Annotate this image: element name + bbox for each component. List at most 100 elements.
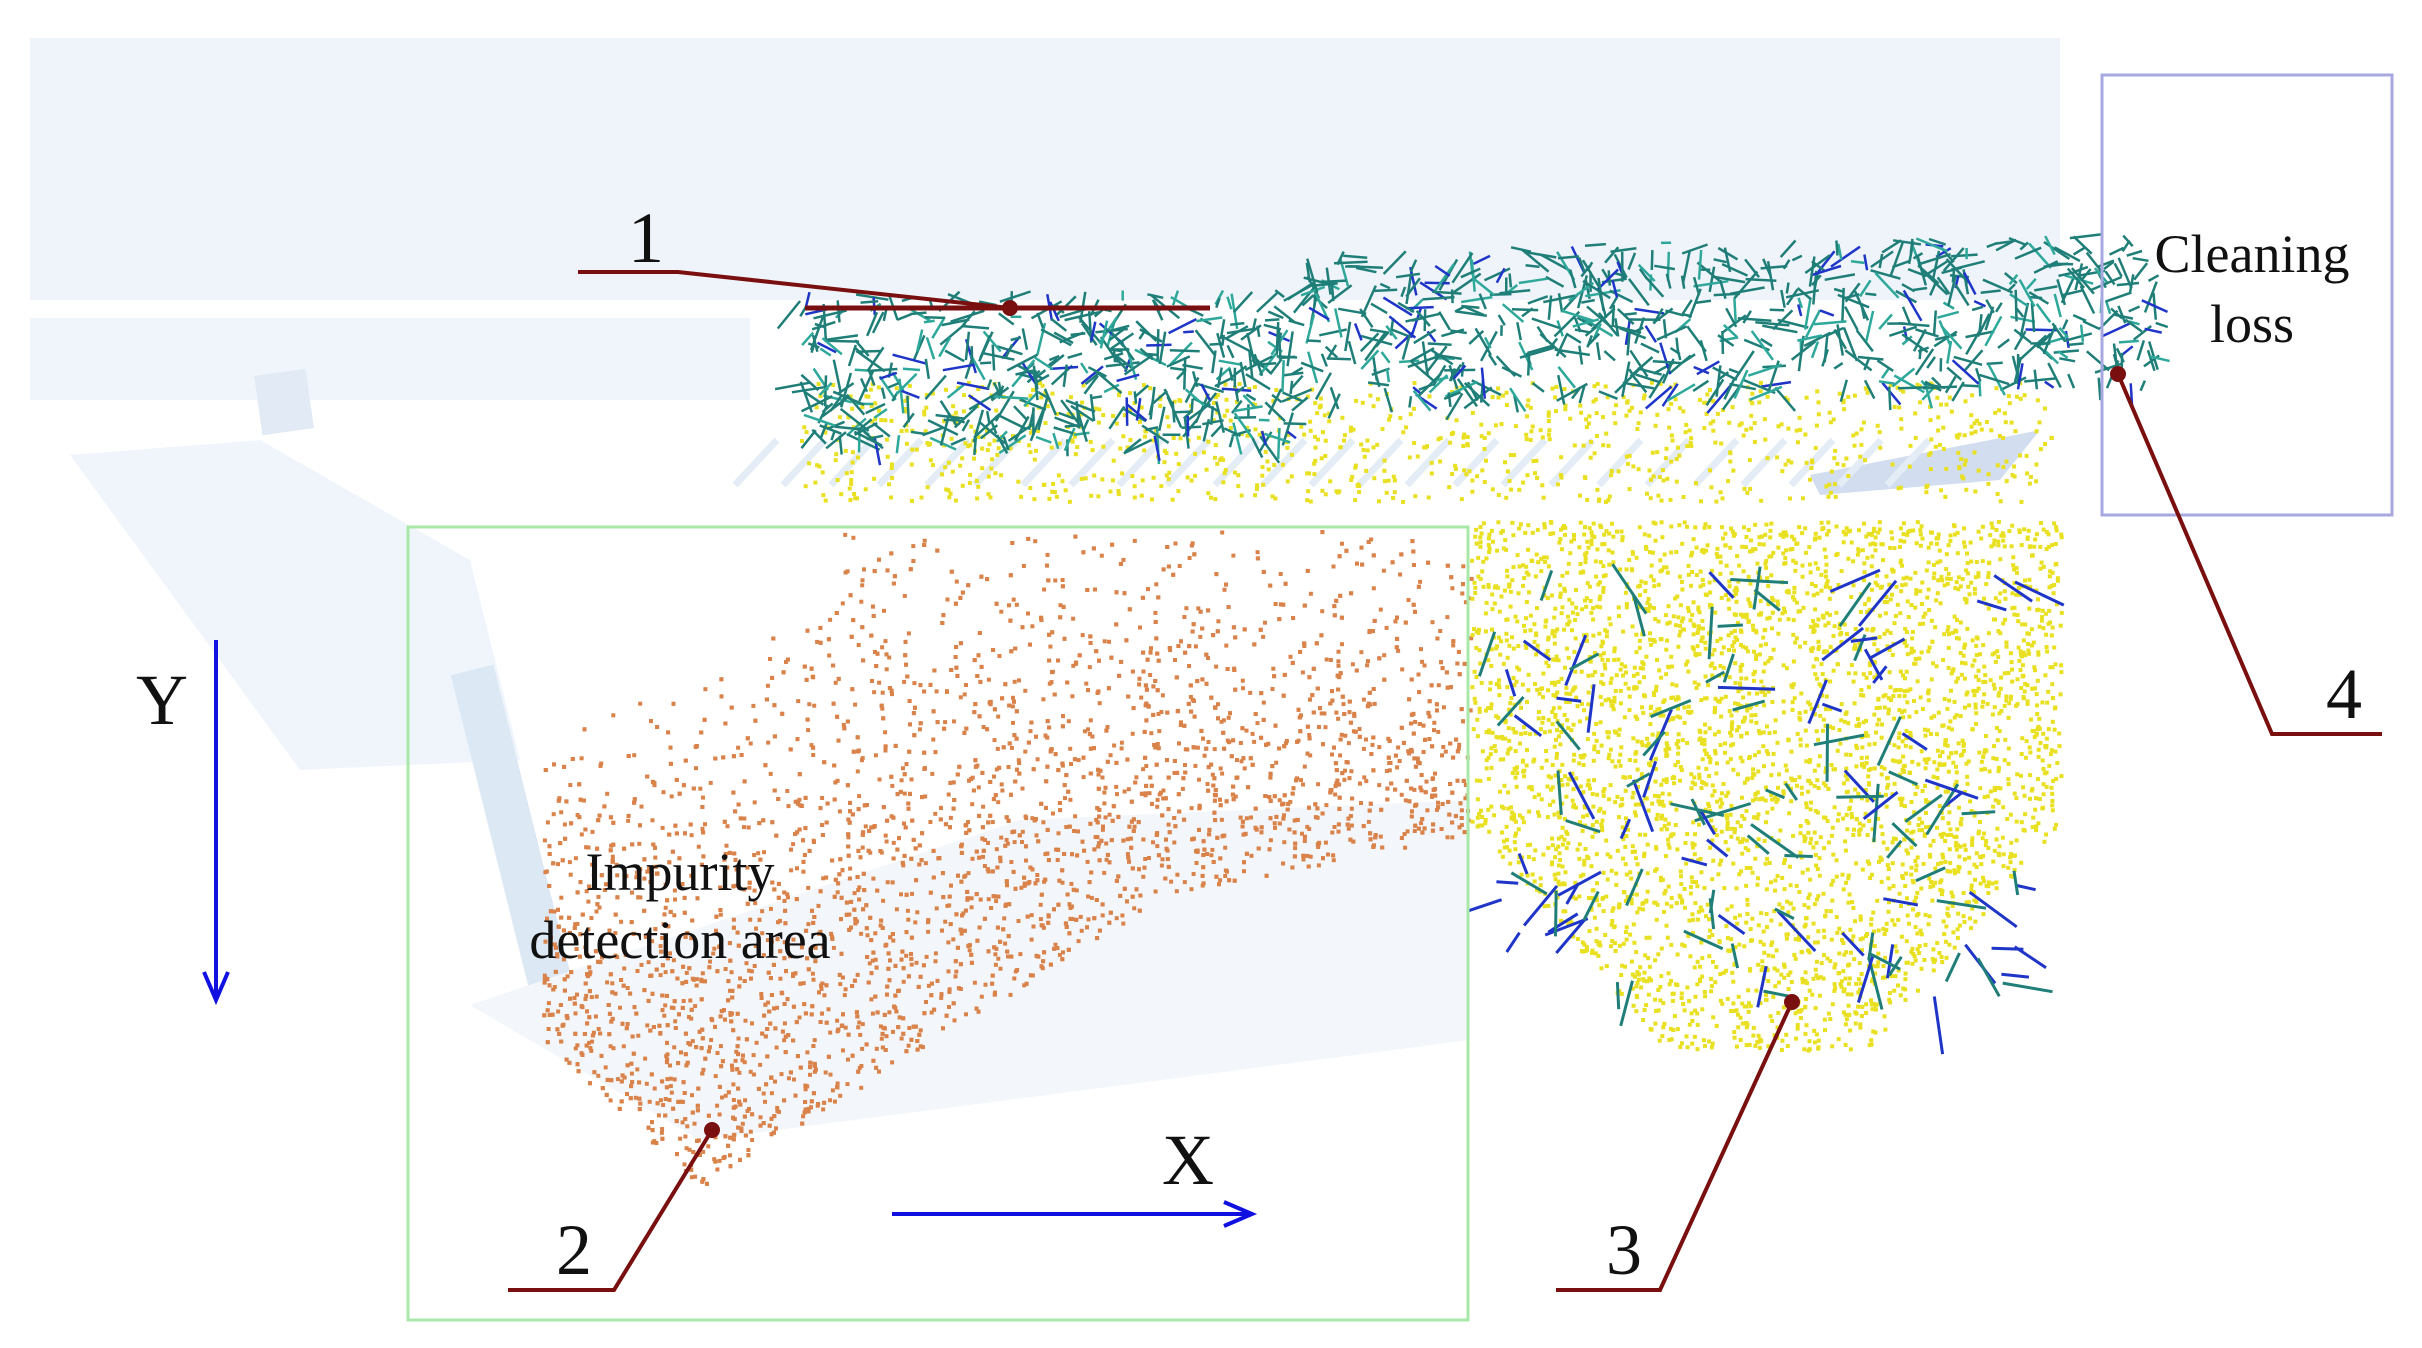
- particle: [1457, 825, 1462, 830]
- particle: [1328, 658, 1333, 662]
- particle: [742, 825, 746, 830]
- particle: [715, 1167, 720, 1172]
- particle: [632, 797, 637, 802]
- particle: [1193, 763, 1198, 768]
- particle: [1182, 723, 1187, 728]
- sieve-slat: [1164, 437, 1212, 488]
- particle: [811, 920, 816, 925]
- particle: [866, 848, 871, 853]
- particle: [635, 870, 640, 875]
- particle: [682, 1162, 687, 1167]
- particle: [1095, 820, 1100, 825]
- particle: [1282, 672, 1287, 677]
- particle: [1815, 591, 1820, 596]
- particle: [963, 823, 968, 828]
- particle: [1125, 757, 1130, 762]
- particle: [1543, 624, 1548, 629]
- particle: [1047, 632, 1052, 637]
- particle: [920, 831, 925, 836]
- particle: [1007, 603, 1011, 608]
- particle: [1636, 977, 1641, 982]
- particle: [837, 972, 842, 977]
- particle: [1141, 767, 1146, 772]
- particle: [1160, 693, 1165, 698]
- particle: [545, 1040, 550, 1045]
- particle: [1386, 736, 1391, 741]
- particle: [1861, 823, 1866, 828]
- particle: [1009, 649, 1014, 654]
- particle: [717, 1084, 722, 1089]
- particle: [1126, 787, 1131, 792]
- particle: [811, 753, 816, 757]
- particle: [1001, 745, 1006, 750]
- particle: [1029, 937, 1034, 942]
- particle: [969, 960, 974, 965]
- particle: [1086, 727, 1090, 732]
- particle: [661, 922, 666, 927]
- particle: [687, 966, 692, 971]
- particle: [1096, 844, 1101, 849]
- particle: [906, 631, 911, 636]
- particle: [626, 754, 631, 758]
- particle: [953, 959, 958, 964]
- particle: [630, 1034, 635, 1039]
- particle: [864, 1042, 869, 1047]
- particle: [1895, 602, 1900, 607]
- particle: [1660, 791, 1665, 796]
- particle: [2029, 717, 2033, 722]
- particle: [1461, 582, 1465, 587]
- particle: [1189, 543, 1194, 548]
- particle: [818, 625, 823, 630]
- particle: [964, 830, 969, 835]
- particle: [1013, 886, 1018, 891]
- particle: [620, 1021, 625, 1026]
- particle: [558, 1003, 563, 1007]
- particle: [828, 617, 833, 622]
- particle: [547, 844, 552, 849]
- particle: [830, 858, 835, 863]
- particle: [1926, 688, 1931, 693]
- particle: [833, 680, 838, 685]
- particle: [750, 1138, 755, 1142]
- particle: [1069, 762, 1073, 766]
- particle: [1689, 772, 1694, 777]
- particle: [1870, 1007, 1875, 1012]
- particle: [553, 945, 558, 950]
- particle: [761, 818, 766, 823]
- particle: [1066, 719, 1071, 724]
- particle: [1009, 745, 1014, 750]
- particle: [901, 766, 905, 771]
- particle: [1061, 604, 1066, 609]
- particle: [666, 924, 671, 929]
- particle: [749, 969, 754, 974]
- particle: [609, 843, 614, 848]
- particle: [1324, 803, 1329, 808]
- particle: [930, 771, 935, 776]
- particle: [991, 648, 996, 652]
- particle: [1141, 874, 1146, 879]
- particle: [1049, 747, 1054, 752]
- particle: [2011, 563, 2016, 568]
- particle: [1268, 771, 1273, 776]
- particle: [673, 1026, 678, 1030]
- particle: [1089, 895, 1094, 900]
- particle: [1094, 817, 1099, 822]
- particle: [1084, 681, 1089, 686]
- particle: [700, 1027, 705, 1032]
- particle: [1331, 853, 1336, 858]
- particle: [1259, 691, 1264, 696]
- particle: [701, 1067, 706, 1072]
- particle: [951, 780, 956, 785]
- particle: [783, 921, 788, 926]
- particle: [1436, 800, 1440, 805]
- particle: [1703, 674, 1708, 679]
- particle: [1074, 888, 1079, 893]
- particle: [981, 848, 986, 853]
- particle: [1669, 524, 1674, 529]
- particle: [967, 948, 972, 953]
- particle: [1261, 717, 1266, 722]
- particle: [883, 833, 888, 838]
- particle: [552, 909, 557, 914]
- particle: [1100, 827, 1105, 832]
- particle: [596, 959, 600, 964]
